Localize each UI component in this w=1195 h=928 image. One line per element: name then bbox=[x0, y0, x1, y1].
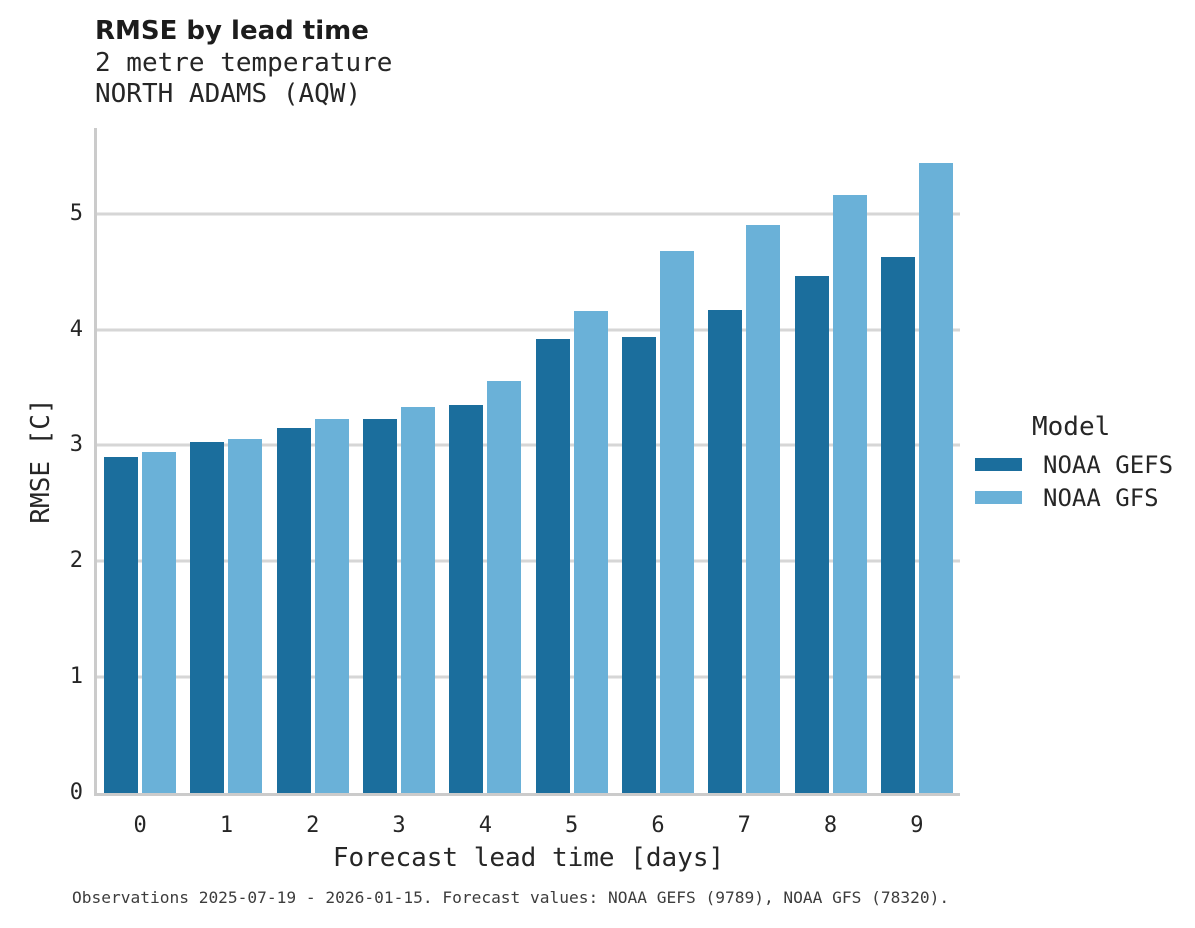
bar-noaa-gfs-day-4 bbox=[487, 380, 522, 793]
x-tick-7: 7 bbox=[737, 813, 751, 838]
x-tick-5: 5 bbox=[565, 813, 579, 838]
bar-noaa-gfs-day-5 bbox=[573, 311, 608, 793]
x-tick-2: 2 bbox=[306, 813, 320, 838]
bar-noaa-gefs-day-1 bbox=[190, 441, 225, 793]
plot-area: RMSE [C] 0 1 2 3 4 5 0 1 2 3 4 5 6 7 8 9 Forecast lead… bbox=[26, 128, 960, 873]
bar-noaa-gefs-day-4 bbox=[449, 404, 484, 793]
y-tick-1: 1 bbox=[69, 664, 83, 690]
x-tick-4: 4 bbox=[478, 813, 492, 838]
bar-group-day-8 bbox=[794, 128, 867, 793]
legend-title: Model bbox=[1032, 412, 1111, 442]
bar-noaa-gefs-day-2 bbox=[276, 428, 311, 793]
bar-noaa-gfs-day-3 bbox=[401, 407, 436, 793]
bar-noaa-gefs-day-0 bbox=[104, 457, 139, 793]
bar-group-day-1 bbox=[190, 128, 263, 793]
x-tick-1: 1 bbox=[219, 813, 234, 838]
bar-group-day-6 bbox=[621, 128, 694, 793]
legend-item-label: NOAA GEFS bbox=[1043, 450, 1174, 479]
bar-noaa-gfs-day-1 bbox=[228, 438, 263, 793]
bar-groups bbox=[97, 128, 960, 793]
bar-group-day-3 bbox=[363, 128, 436, 793]
legend-swatch-icon bbox=[975, 458, 1022, 471]
legend-item-label: NOAA GFS bbox=[1043, 483, 1159, 512]
bar-noaa-gefs-day-7 bbox=[708, 309, 743, 793]
y-tick-2: 2 bbox=[69, 548, 83, 574]
legend-item-noaa-gfs: NOAA GFS bbox=[975, 481, 1173, 514]
x-tick-9: 9 bbox=[910, 813, 924, 838]
footnote: Observations 2025-07-19 - 2026-01-15. Fo… bbox=[72, 888, 950, 907]
y-tick-5: 5 bbox=[69, 200, 83, 226]
x-tick-8: 8 bbox=[823, 813, 838, 838]
bar-noaa-gfs-day-7 bbox=[746, 225, 781, 793]
bar-noaa-gfs-day-8 bbox=[832, 195, 867, 793]
chart-subtitle-variable: 2 metre temperature bbox=[95, 48, 393, 78]
gridline-y2 bbox=[97, 559, 960, 563]
gridline-y1 bbox=[97, 675, 960, 679]
x-tick-6: 6 bbox=[651, 813, 665, 838]
bar-noaa-gefs-day-9 bbox=[880, 256, 915, 793]
bar-noaa-gfs-day-0 bbox=[142, 452, 177, 793]
y-axis-label: RMSE [C] bbox=[26, 397, 56, 524]
x-tick-0: 0 bbox=[133, 813, 147, 838]
bar-noaa-gefs-day-5 bbox=[535, 338, 570, 793]
bar-noaa-gfs-day-9 bbox=[918, 162, 953, 793]
bar-noaa-gfs-day-2 bbox=[314, 418, 349, 793]
bar-noaa-gfs-day-6 bbox=[659, 250, 694, 793]
bar-group-day-9 bbox=[880, 128, 953, 793]
bar-group-day-5 bbox=[535, 128, 608, 793]
y-tick-0: 0 bbox=[69, 780, 83, 805]
chart-title: RMSE by lead time bbox=[95, 16, 369, 46]
y-tick-4: 4 bbox=[69, 316, 83, 342]
chart-subtitle-station: NORTH ADAMS (AQW) bbox=[95, 79, 362, 109]
y-tick-3: 3 bbox=[69, 432, 83, 458]
legend-swatch-icon bbox=[975, 491, 1022, 504]
gridline-y4 bbox=[97, 328, 960, 332]
bar-noaa-gefs-day-3 bbox=[363, 418, 398, 793]
bar-noaa-gefs-day-6 bbox=[621, 336, 656, 793]
legend: Model NOAA GEFS NOAA GFS bbox=[975, 412, 1173, 514]
x-tick-3: 3 bbox=[392, 813, 406, 838]
gridline-y3 bbox=[97, 443, 960, 447]
bar-group-day-4 bbox=[449, 128, 522, 793]
legend-item-noaa-gefs: NOAA GEFS bbox=[975, 448, 1173, 481]
bar-group-day-0 bbox=[104, 128, 177, 793]
header: RMSE by lead time 2 metre temperature NO… bbox=[95, 15, 392, 110]
gridline-y5 bbox=[97, 212, 960, 216]
bar-noaa-gefs-day-8 bbox=[794, 276, 829, 793]
bar-group-day-7 bbox=[708, 128, 781, 793]
bar-group-day-2 bbox=[276, 128, 349, 793]
legend-items: NOAA GEFS NOAA GFS bbox=[975, 448, 1173, 514]
x-axis-label: Forecast lead time [days] bbox=[332, 843, 725, 873]
